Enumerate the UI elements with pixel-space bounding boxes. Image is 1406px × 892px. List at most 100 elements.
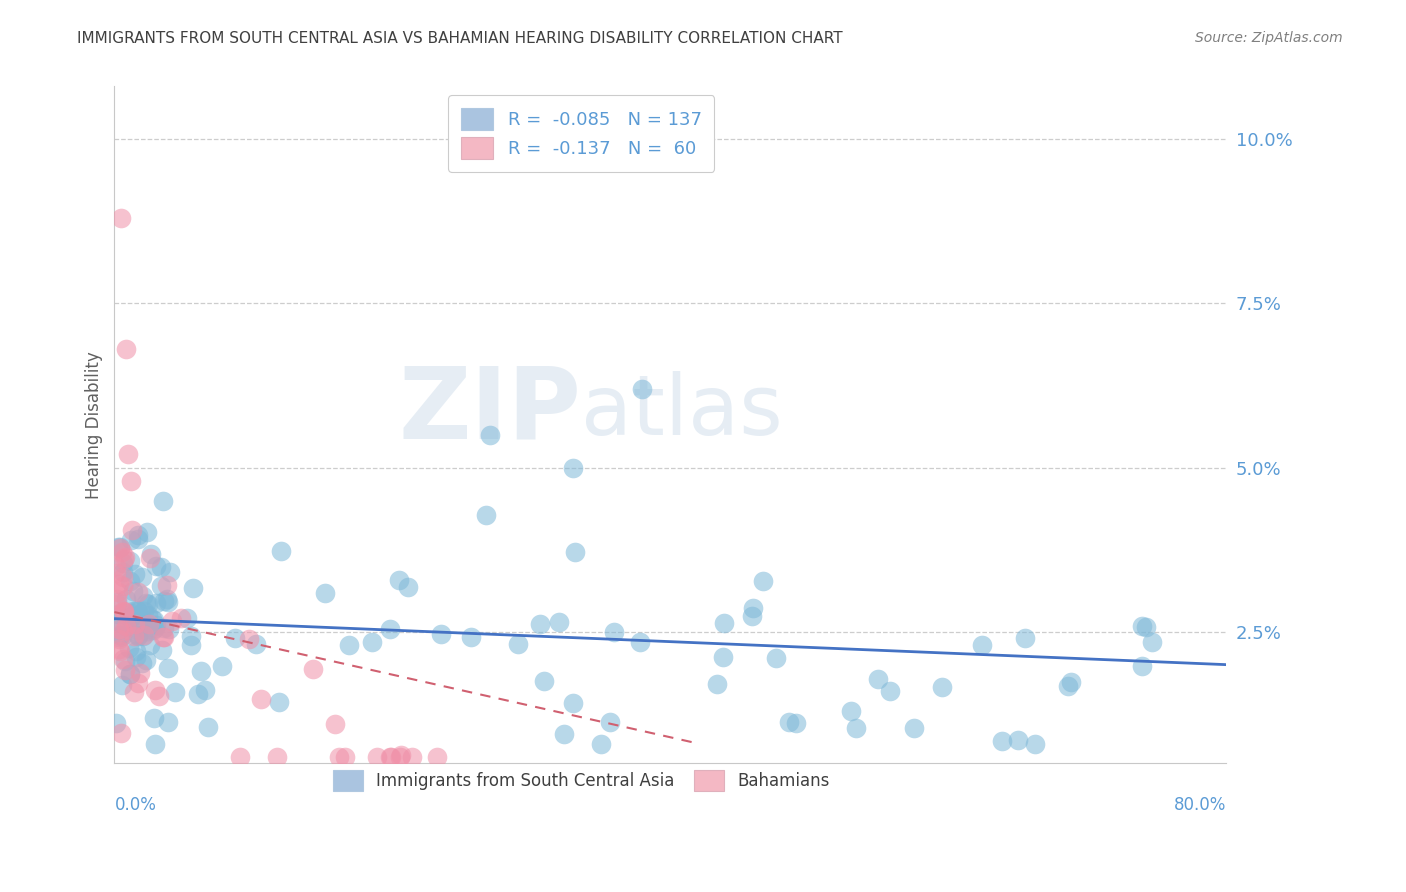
Point: [111, 579, 134, 593]
Point: [602, 624, 624, 639]
Point: [120, 533, 142, 548]
Point: [120, 474, 142, 488]
Point: [157, 714, 180, 729]
Point: [1130, 619, 1153, 633]
Point: [190, 664, 212, 678]
Point: [139, 638, 162, 652]
Point: [110, 725, 132, 739]
Point: [152, 594, 174, 608]
Point: [778, 714, 800, 729]
Point: [628, 635, 651, 649]
Point: [138, 624, 160, 639]
Point: [129, 666, 152, 681]
Point: [136, 598, 159, 612]
Point: [389, 748, 412, 763]
Point: [134, 604, 156, 618]
Point: [132, 628, 155, 642]
Point: [972, 638, 994, 652]
Point: [388, 574, 411, 588]
Point: [224, 631, 246, 645]
Point: [156, 661, 179, 675]
Point: [706, 677, 728, 691]
Point: [111, 544, 134, 558]
Point: [141, 547, 163, 561]
Point: [145, 596, 167, 610]
Point: [143, 683, 166, 698]
Point: [713, 615, 735, 630]
Point: [548, 615, 571, 629]
Point: [152, 493, 174, 508]
Point: [120, 611, 142, 625]
Point: [153, 621, 176, 635]
Point: [378, 749, 401, 764]
Point: [104, 566, 127, 581]
Point: [110, 644, 132, 658]
Text: Source: ZipAtlas.com: Source: ZipAtlas.com: [1195, 31, 1343, 45]
Point: [269, 695, 291, 709]
Point: [114, 550, 136, 565]
Point: [1024, 737, 1046, 751]
Point: [533, 674, 555, 689]
Point: [426, 749, 449, 764]
Point: [142, 711, 165, 725]
Point: [170, 611, 193, 625]
Point: [105, 595, 128, 609]
Point: [104, 559, 127, 574]
Point: [360, 635, 382, 649]
Point: [197, 720, 219, 734]
Point: [127, 585, 149, 599]
Point: [114, 663, 136, 677]
Text: atlas: atlas: [581, 371, 783, 451]
Point: [122, 685, 145, 699]
Point: [124, 613, 146, 627]
Point: [135, 653, 157, 667]
Point: [145, 559, 167, 574]
Point: [389, 749, 412, 764]
Point: [139, 551, 162, 566]
Point: [1014, 631, 1036, 645]
Point: [785, 715, 807, 730]
Point: [506, 637, 529, 651]
Point: [1057, 680, 1080, 694]
Point: [127, 629, 149, 643]
Point: [839, 705, 862, 719]
Point: [131, 656, 153, 670]
Point: [136, 525, 159, 540]
Y-axis label: Hearing Disability: Hearing Disability: [86, 351, 103, 499]
Point: [138, 616, 160, 631]
Point: [122, 629, 145, 643]
Point: [157, 622, 180, 636]
Point: [159, 565, 181, 579]
Point: [328, 749, 350, 764]
Text: 0.0%: 0.0%: [114, 796, 156, 814]
Point: [180, 638, 202, 652]
Point: [378, 622, 401, 636]
Point: [104, 716, 127, 731]
Point: [124, 650, 146, 665]
Point: [111, 678, 134, 692]
Point: [125, 602, 148, 616]
Point: [105, 592, 128, 607]
Point: [564, 545, 586, 559]
Point: [127, 604, 149, 618]
Point: [156, 578, 179, 592]
Point: [118, 666, 141, 681]
Point: [765, 651, 787, 665]
Point: [337, 638, 360, 652]
Point: [991, 733, 1014, 747]
Point: [152, 630, 174, 644]
Point: [148, 690, 170, 704]
Point: [121, 607, 143, 621]
Point: [141, 612, 163, 626]
Point: [187, 687, 209, 701]
Point: [127, 624, 149, 638]
Point: [396, 580, 419, 594]
Point: [107, 541, 129, 555]
Point: [142, 624, 165, 638]
Point: [194, 683, 217, 698]
Point: [143, 621, 166, 635]
Point: [124, 567, 146, 582]
Point: [143, 737, 166, 751]
Point: [117, 447, 139, 461]
Point: [127, 675, 149, 690]
